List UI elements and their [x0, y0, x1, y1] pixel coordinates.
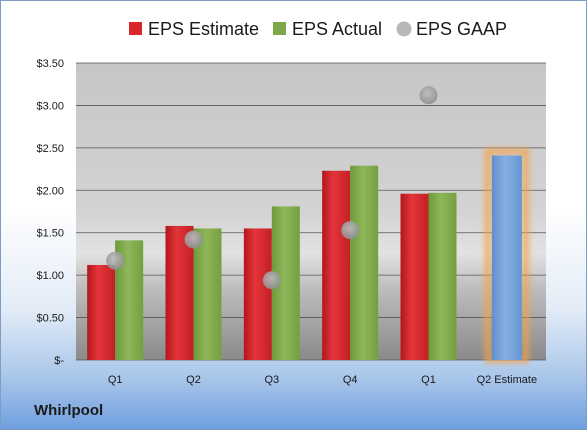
x-tick-label: Q2: [186, 374, 201, 386]
q2-estimate-bar: [491, 155, 522, 360]
plot-area: [76, 63, 546, 360]
x-tick-label: Q4: [343, 374, 358, 386]
company-label: Whirlpool: [34, 402, 104, 419]
eps-estimate-bar: [400, 193, 429, 360]
x-tick-label: Q2 Estimate: [477, 374, 538, 386]
y-tick-label: $3.50: [36, 58, 64, 70]
gaap-markers: [106, 86, 438, 290]
legend-swatch: [273, 22, 286, 35]
eps-gaap-marker: [106, 251, 125, 270]
y-tick-label: $2.50: [36, 143, 64, 155]
eps-actual-bar: [428, 192, 457, 360]
y-axis: $- $0.50 $1.00 $1.50 $2.00 $2.50 $3.00 $3.50: [36, 58, 64, 367]
y-tick-label: $3.00: [36, 100, 64, 112]
legend-label: EPS Actual: [292, 19, 382, 39]
eps-gaap-marker: [184, 230, 203, 249]
eps-estimate-bar: [165, 225, 194, 360]
y-tick-label: $1.00: [36, 270, 64, 282]
x-tick-label: Q1: [108, 374, 123, 386]
x-tick-label: Q1: [421, 374, 436, 386]
y-tick-label: $2.00: [36, 185, 64, 197]
eps-actual-bar: [350, 165, 379, 360]
legend-label: EPS GAAP: [416, 19, 507, 39]
y-tick-label: $-: [54, 355, 64, 367]
eps-actual-bar: [193, 228, 222, 360]
legend: EPS Estimate EPS Actual EPS GAAP: [129, 19, 507, 39]
eps-estimate-bar: [322, 170, 351, 360]
eps-gaap-marker: [419, 86, 438, 105]
eps-estimate-bar: [87, 264, 116, 360]
x-tick-label: Q3: [264, 374, 279, 386]
y-tick-label: $0.50: [36, 313, 64, 325]
eps-gaap-marker: [341, 221, 360, 240]
eps-estimate-bar: [243, 228, 272, 360]
x-axis: Q1 Q2 Q3 Q4 Q1 Q2 Estimate: [108, 374, 537, 386]
legend-swatch: [396, 21, 412, 37]
gridlines: [76, 62, 546, 361]
y-tick-label: $1.50: [36, 228, 64, 240]
legend-swatch: [129, 22, 142, 35]
eps-gaap-marker: [262, 271, 281, 290]
legend-label: EPS Estimate: [148, 19, 259, 39]
